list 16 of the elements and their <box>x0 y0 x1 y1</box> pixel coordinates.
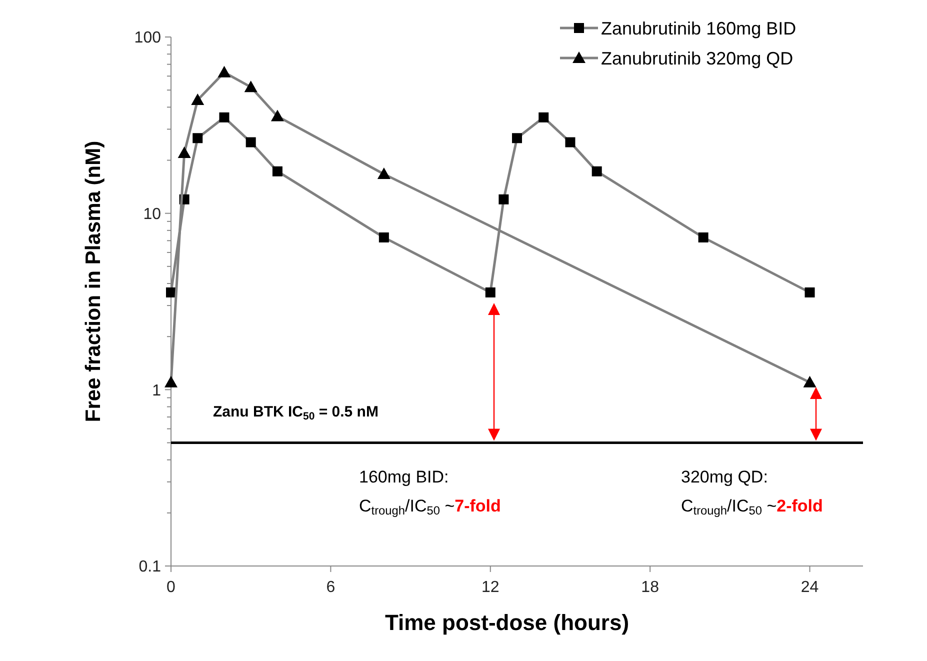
x-axis-title: Time post-dose (hours) <box>384 610 630 635</box>
x-tick-label: 6 <box>326 579 336 596</box>
x-tick-label: 24 <box>800 579 819 596</box>
y-tick-label: 0.1 <box>138 558 162 576</box>
ref-line-label: Zanu BTK IC$_{50}$ = 0.5 nM <box>213 404 378 422</box>
legend-label: Zanubrutinib 320mg QD <box>601 48 794 68</box>
y-tick-label: 100 <box>134 30 162 47</box>
x-tick-label: 12 <box>481 579 500 596</box>
legend-label: Zanubrutinib 160mg BID <box>601 18 796 38</box>
annotation: 320mg QD: C$_{trough}$/IC$_{50}$ ~2-fold <box>681 468 823 518</box>
y-axis-title: Free fraction in Plasma (nM) <box>82 140 105 422</box>
y-tick-label: 1 <box>152 382 162 400</box>
annotation: 160mg BID: C$_{trough}$/IC$_{50}$ ~7-fold <box>359 468 501 518</box>
x-tick-label: 18 <box>641 579 660 596</box>
y-tick-label: 10 <box>143 206 162 223</box>
x-tick-label: 0 <box>166 579 176 596</box>
